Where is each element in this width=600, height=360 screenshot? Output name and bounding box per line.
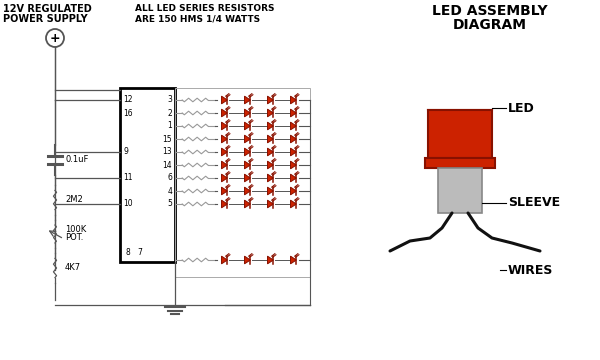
Text: WIRES: WIRES [508,264,553,276]
Bar [120,88,175,262]
Polygon shape [268,256,274,264]
Text: 100K: 100K [65,225,86,234]
Polygon shape [290,109,296,117]
Polygon shape [245,174,250,182]
Polygon shape [290,96,296,104]
Text: 4K7: 4K7 [65,264,81,273]
Text: 13: 13 [163,148,172,157]
Text: 2: 2 [167,108,172,117]
Text: 10: 10 [123,199,133,208]
Polygon shape [290,148,296,156]
Text: 16: 16 [123,108,133,117]
Polygon shape [245,96,250,104]
Polygon shape [221,135,227,143]
Polygon shape [268,187,274,195]
Polygon shape [268,109,274,117]
Text: 2M2: 2M2 [65,195,83,204]
Polygon shape [245,122,250,130]
Wedge shape [428,110,492,142]
Text: 8: 8 [125,248,130,257]
Polygon shape [268,174,274,182]
Text: POWER SUPPLY: POWER SUPPLY [3,14,88,24]
Text: +: + [50,31,61,45]
Polygon shape [290,122,296,130]
Polygon shape [290,187,296,195]
Text: 0.1uF: 0.1uF [65,156,88,165]
Polygon shape [268,200,274,208]
Polygon shape [221,256,227,264]
Text: 4: 4 [167,186,172,195]
Bar [428,110,492,158]
Polygon shape [290,256,296,264]
Polygon shape [268,148,274,156]
Polygon shape [221,174,227,182]
Text: 12V REGULATED: 12V REGULATED [3,4,92,14]
Polygon shape [268,122,274,130]
Text: DIAGRAM: DIAGRAM [453,18,527,32]
Polygon shape [221,109,227,117]
Polygon shape [221,161,227,169]
Bar [438,168,482,213]
Text: 7: 7 [137,248,142,257]
Text: 12: 12 [123,95,133,104]
Text: 11: 11 [123,174,133,183]
Polygon shape [245,200,250,208]
Text: LED ASSEMBLY: LED ASSEMBLY [432,4,548,18]
Text: 9: 9 [123,148,128,157]
Polygon shape [221,187,227,195]
Text: 15: 15 [163,135,172,144]
Text: LED: LED [508,102,535,114]
Polygon shape [221,200,227,208]
Polygon shape [268,135,274,143]
Polygon shape [268,96,274,104]
Polygon shape [221,96,227,104]
Text: 6: 6 [167,174,172,183]
Polygon shape [290,200,296,208]
Polygon shape [290,135,296,143]
Polygon shape [221,122,227,130]
Polygon shape [290,161,296,169]
Bar [175,88,310,277]
Polygon shape [245,187,250,195]
Text: POT.: POT. [65,234,83,243]
Text: ALL LED SERIES RESISTORS: ALL LED SERIES RESISTORS [135,4,275,13]
Polygon shape [221,148,227,156]
Text: ARE 150 HMS 1/4 WATTS: ARE 150 HMS 1/4 WATTS [135,14,260,23]
Polygon shape [245,135,250,143]
Text: 3: 3 [167,95,172,104]
Polygon shape [268,161,274,169]
Polygon shape [245,161,250,169]
Polygon shape [290,174,296,182]
Polygon shape [245,256,250,264]
Polygon shape [245,148,250,156]
Text: 5: 5 [167,199,172,208]
Polygon shape [245,109,250,117]
Bar [425,158,495,168]
Text: 14: 14 [163,161,172,170]
Text: SLEEVE: SLEEVE [508,197,560,210]
Text: 1: 1 [167,122,172,130]
